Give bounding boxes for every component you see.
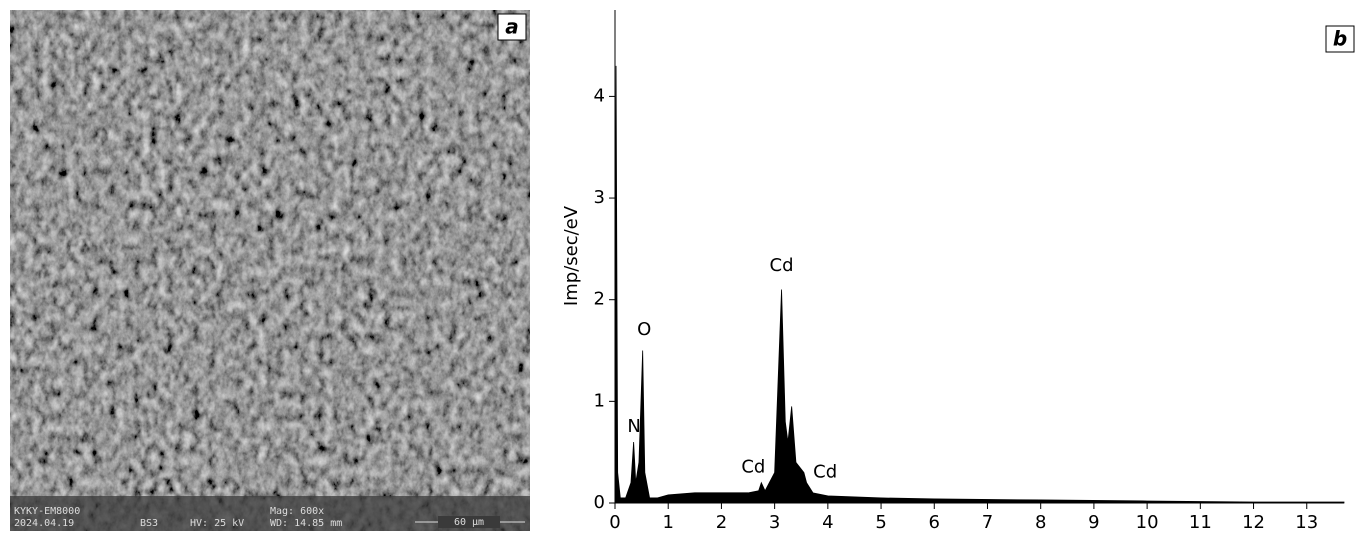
x-tick-label: 12 xyxy=(1242,512,1265,531)
x-tick-label: 0 xyxy=(609,512,620,531)
x-tick-label: 2 xyxy=(716,512,727,531)
info-text: Mag: 600x xyxy=(270,506,324,517)
info-text: KYKY-EM8000 xyxy=(14,506,80,517)
x-tick-label: 1 xyxy=(662,512,673,531)
panel-label-box xyxy=(1325,25,1355,53)
y-tick-label: 1 xyxy=(594,390,605,411)
info-text: BS3 xyxy=(140,518,158,529)
x-tick-label: 5 xyxy=(875,512,886,531)
info-text: HV: 25 kV xyxy=(190,518,244,529)
info-text: 2024.04.19 xyxy=(14,518,74,529)
y-tick-label: 0 xyxy=(594,492,605,513)
spectrum-area xyxy=(614,65,1345,504)
panel-label-box xyxy=(497,13,527,41)
sem-texture xyxy=(10,10,530,531)
sem-image: a KYKY-EM8000 2024.04.19 BS3 HV: 25 kV M… xyxy=(10,10,530,531)
x-tick-label: 4 xyxy=(822,512,833,531)
panel-label: b xyxy=(1333,27,1347,51)
y-tick-label: 4 xyxy=(594,85,605,106)
x-tick-label: 3 xyxy=(769,512,780,531)
peak-label: N xyxy=(627,416,640,437)
peak-label: Cd xyxy=(813,462,837,483)
peak-label: Cd xyxy=(770,255,794,276)
peak-label: Cd xyxy=(741,456,765,477)
x-tick-label: 7 xyxy=(982,512,993,531)
info-text: WD: 14.85 mm xyxy=(270,518,342,529)
x-tick-label: 11 xyxy=(1189,512,1212,531)
x-tick-label: 8 xyxy=(1035,512,1046,531)
scale-bar-gap xyxy=(438,516,500,528)
x-tick-label: 9 xyxy=(1088,512,1099,531)
scale-bar-label: 60 µm xyxy=(454,517,484,528)
y-tick-label: 3 xyxy=(594,187,605,208)
panel-label: a xyxy=(505,15,519,39)
x-tick-label: 6 xyxy=(929,512,940,531)
peak-label: O xyxy=(637,319,651,340)
x-tick-label: 10 xyxy=(1136,512,1159,531)
y-axis-label: Imp/sec/eV xyxy=(561,205,582,306)
y-tick-label: 2 xyxy=(594,289,605,310)
x-tick-label: 13 xyxy=(1295,512,1318,531)
